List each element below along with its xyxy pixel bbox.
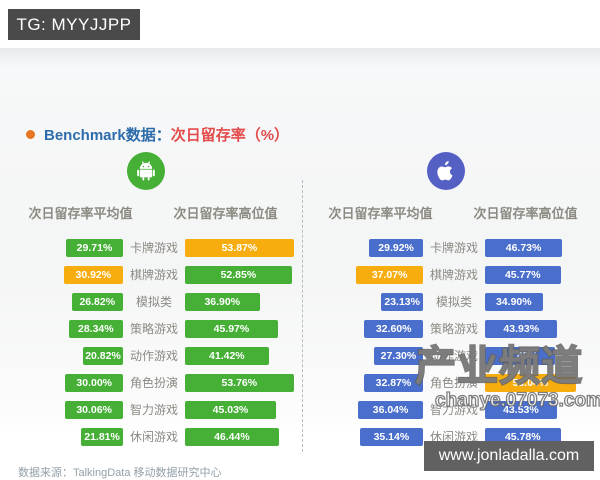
ios-high-bar: 42.45% <box>485 346 556 365</box>
android-category-label: 模拟类 <box>135 295 172 309</box>
android-icon <box>127 152 165 190</box>
android-row-6: 30.00% 角色扮演 53.76% <box>8 369 298 396</box>
ios-row-1: 29.92% 卡牌游戏 46.73% <box>308 234 598 261</box>
ios-row-4: 32.60% 策略游戏 43.93% <box>308 315 598 342</box>
infographic-card: Benchmark数据：次日留存率（%） <box>0 48 600 479</box>
android-high-header: 次日留存率高位值 <box>173 206 278 221</box>
site-overlay-box: www.jonladalla.com <box>424 441 594 471</box>
ios-row-6: 32.87% 角色扮演 55.04% <box>308 369 598 396</box>
android-average-header: 次日留存率平均值 <box>28 206 133 221</box>
android-high-bar: 53.76% <box>185 373 294 392</box>
ios-row-7: 36.04% 智力游戏 43.53% <box>308 396 598 423</box>
chart-title: Benchmark数据：次日留存率（%） <box>26 124 289 145</box>
ios-category-label: 棋牌游戏 <box>429 268 478 282</box>
data-source-note: 数据来源：TalkingData 移动数据研究中心 <box>18 467 222 479</box>
ios-average-bar: 27.30% <box>373 346 423 365</box>
chart-title-highlight: 次日留存率（%） <box>170 127 290 144</box>
ios-row-5: 27.30% 动作游戏 42.45% <box>308 342 598 369</box>
ios-high-bar: 55.04% <box>485 373 576 392</box>
android-average-bar: 30.06% <box>65 400 123 419</box>
android-average-bar: 30.00% <box>65 373 123 392</box>
android-average-bar: 28.34% <box>68 319 123 338</box>
android-category-label: 休闲游戏 <box>129 430 178 444</box>
android-category-label: 策略游戏 <box>129 322 178 336</box>
ios-category-label: 智力游戏 <box>429 403 478 417</box>
ios-category-label: 策略游戏 <box>429 322 478 336</box>
tg-overlay-box: TG: MYYJJPP <box>8 9 140 40</box>
ios-high-bar: 43.93% <box>485 319 558 338</box>
ios-average-bar: 29.92% <box>369 238 423 257</box>
ios-high-bar: 46.73% <box>485 238 563 257</box>
ios-average-bar: 37.07% <box>356 265 423 284</box>
ios-average-bar: 35.14% <box>359 427 423 446</box>
android-high-bar: 36.90% <box>185 292 260 311</box>
apple-icon <box>427 152 465 190</box>
ios-high-bar: 43.53% <box>485 400 557 419</box>
ios-high-header: 次日留存率高位值 <box>473 206 578 221</box>
android-row-2: 30.92% 棋牌游戏 52.85% <box>8 261 298 288</box>
android-high-bar: 45.03% <box>185 400 276 419</box>
bullet-icon <box>26 130 35 139</box>
android-section: 次日留存率平均值 次日留存率高位值 29.71% 卡牌游戏 53.87% 30.92%… <box>8 152 298 450</box>
android-row-8: 21.81% 休闲游戏 46.44% <box>8 423 298 450</box>
android-row-7: 30.06% 智力游戏 45.03% <box>8 396 298 423</box>
android-average-bar: 26.82% <box>71 292 123 311</box>
android-high-bar: 53.87% <box>185 238 294 257</box>
ios-average-bar: 32.87% <box>363 373 423 392</box>
ios-high-bar: 45.77% <box>485 265 561 284</box>
android-category-label: 棋牌游戏 <box>129 268 178 282</box>
ios-section: 次日留存率平均值 次日留存率高位值 29.92% 卡牌游戏 46.73% 37.07%… <box>308 152 598 450</box>
ios-average-header: 次日留存率平均值 <box>328 206 433 221</box>
ios-row-3: 23.13% 模拟类 34.90% <box>308 288 598 315</box>
android-category-label: 角色扮演 <box>129 376 178 390</box>
tg-overlay-label: TG: MYYJJPP <box>16 14 132 34</box>
section-divider <box>302 180 303 452</box>
ios-rows: 29.92% 卡牌游戏 46.73% 37.07% 棋牌游戏 45.77% 23.13% 模拟… <box>308 234 598 450</box>
chart-title-prefix: Benchmark数据： <box>44 127 171 144</box>
ios-high-bar: 34.90% <box>485 292 543 311</box>
android-high-bar: 41.42% <box>185 346 269 365</box>
android-category-label: 动作游戏 <box>129 349 178 363</box>
android-high-bar: 45.97% <box>185 319 278 338</box>
android-row-5: 20.82% 动作游戏 41.42% <box>8 342 298 369</box>
android-row-4: 28.34% 策略游戏 45.97% <box>8 315 298 342</box>
android-average-bar: 29.71% <box>65 238 123 257</box>
ios-category-label: 模拟类 <box>435 295 472 309</box>
android-row-1: 29.71% 卡牌游戏 53.87% <box>8 234 298 261</box>
android-category-label: 智力游戏 <box>129 403 178 417</box>
android-row-3: 26.82% 模拟类 36.90% <box>8 288 298 315</box>
android-high-bar: 46.44% <box>185 427 279 446</box>
android-average-bar: 20.82% <box>83 346 123 365</box>
android-rows: 29.71% 卡牌游戏 53.87% 30.92% 棋牌游戏 52.85% 26.82% 模拟… <box>8 234 298 450</box>
ios-category-label: 动作游戏 <box>429 349 478 363</box>
android-category-label: 卡牌游戏 <box>129 241 178 255</box>
ios-category-label: 卡牌游戏 <box>429 241 478 255</box>
ios-category-label: 休闲游戏 <box>429 430 478 444</box>
android-high-bar: 52.85% <box>185 265 292 284</box>
ios-row-2: 37.07% 棋牌游戏 45.77% <box>308 261 598 288</box>
android-average-bar: 21.81% <box>81 427 123 446</box>
site-overlay-label: www.jonladalla.com <box>438 447 580 464</box>
ios-average-bar: 23.13% <box>381 292 423 311</box>
ios-average-bar: 32.60% <box>364 319 423 338</box>
ios-average-bar: 36.04% <box>358 400 423 419</box>
android-average-bar: 30.92% <box>63 265 123 284</box>
ios-category-label: 角色扮演 <box>429 376 478 390</box>
